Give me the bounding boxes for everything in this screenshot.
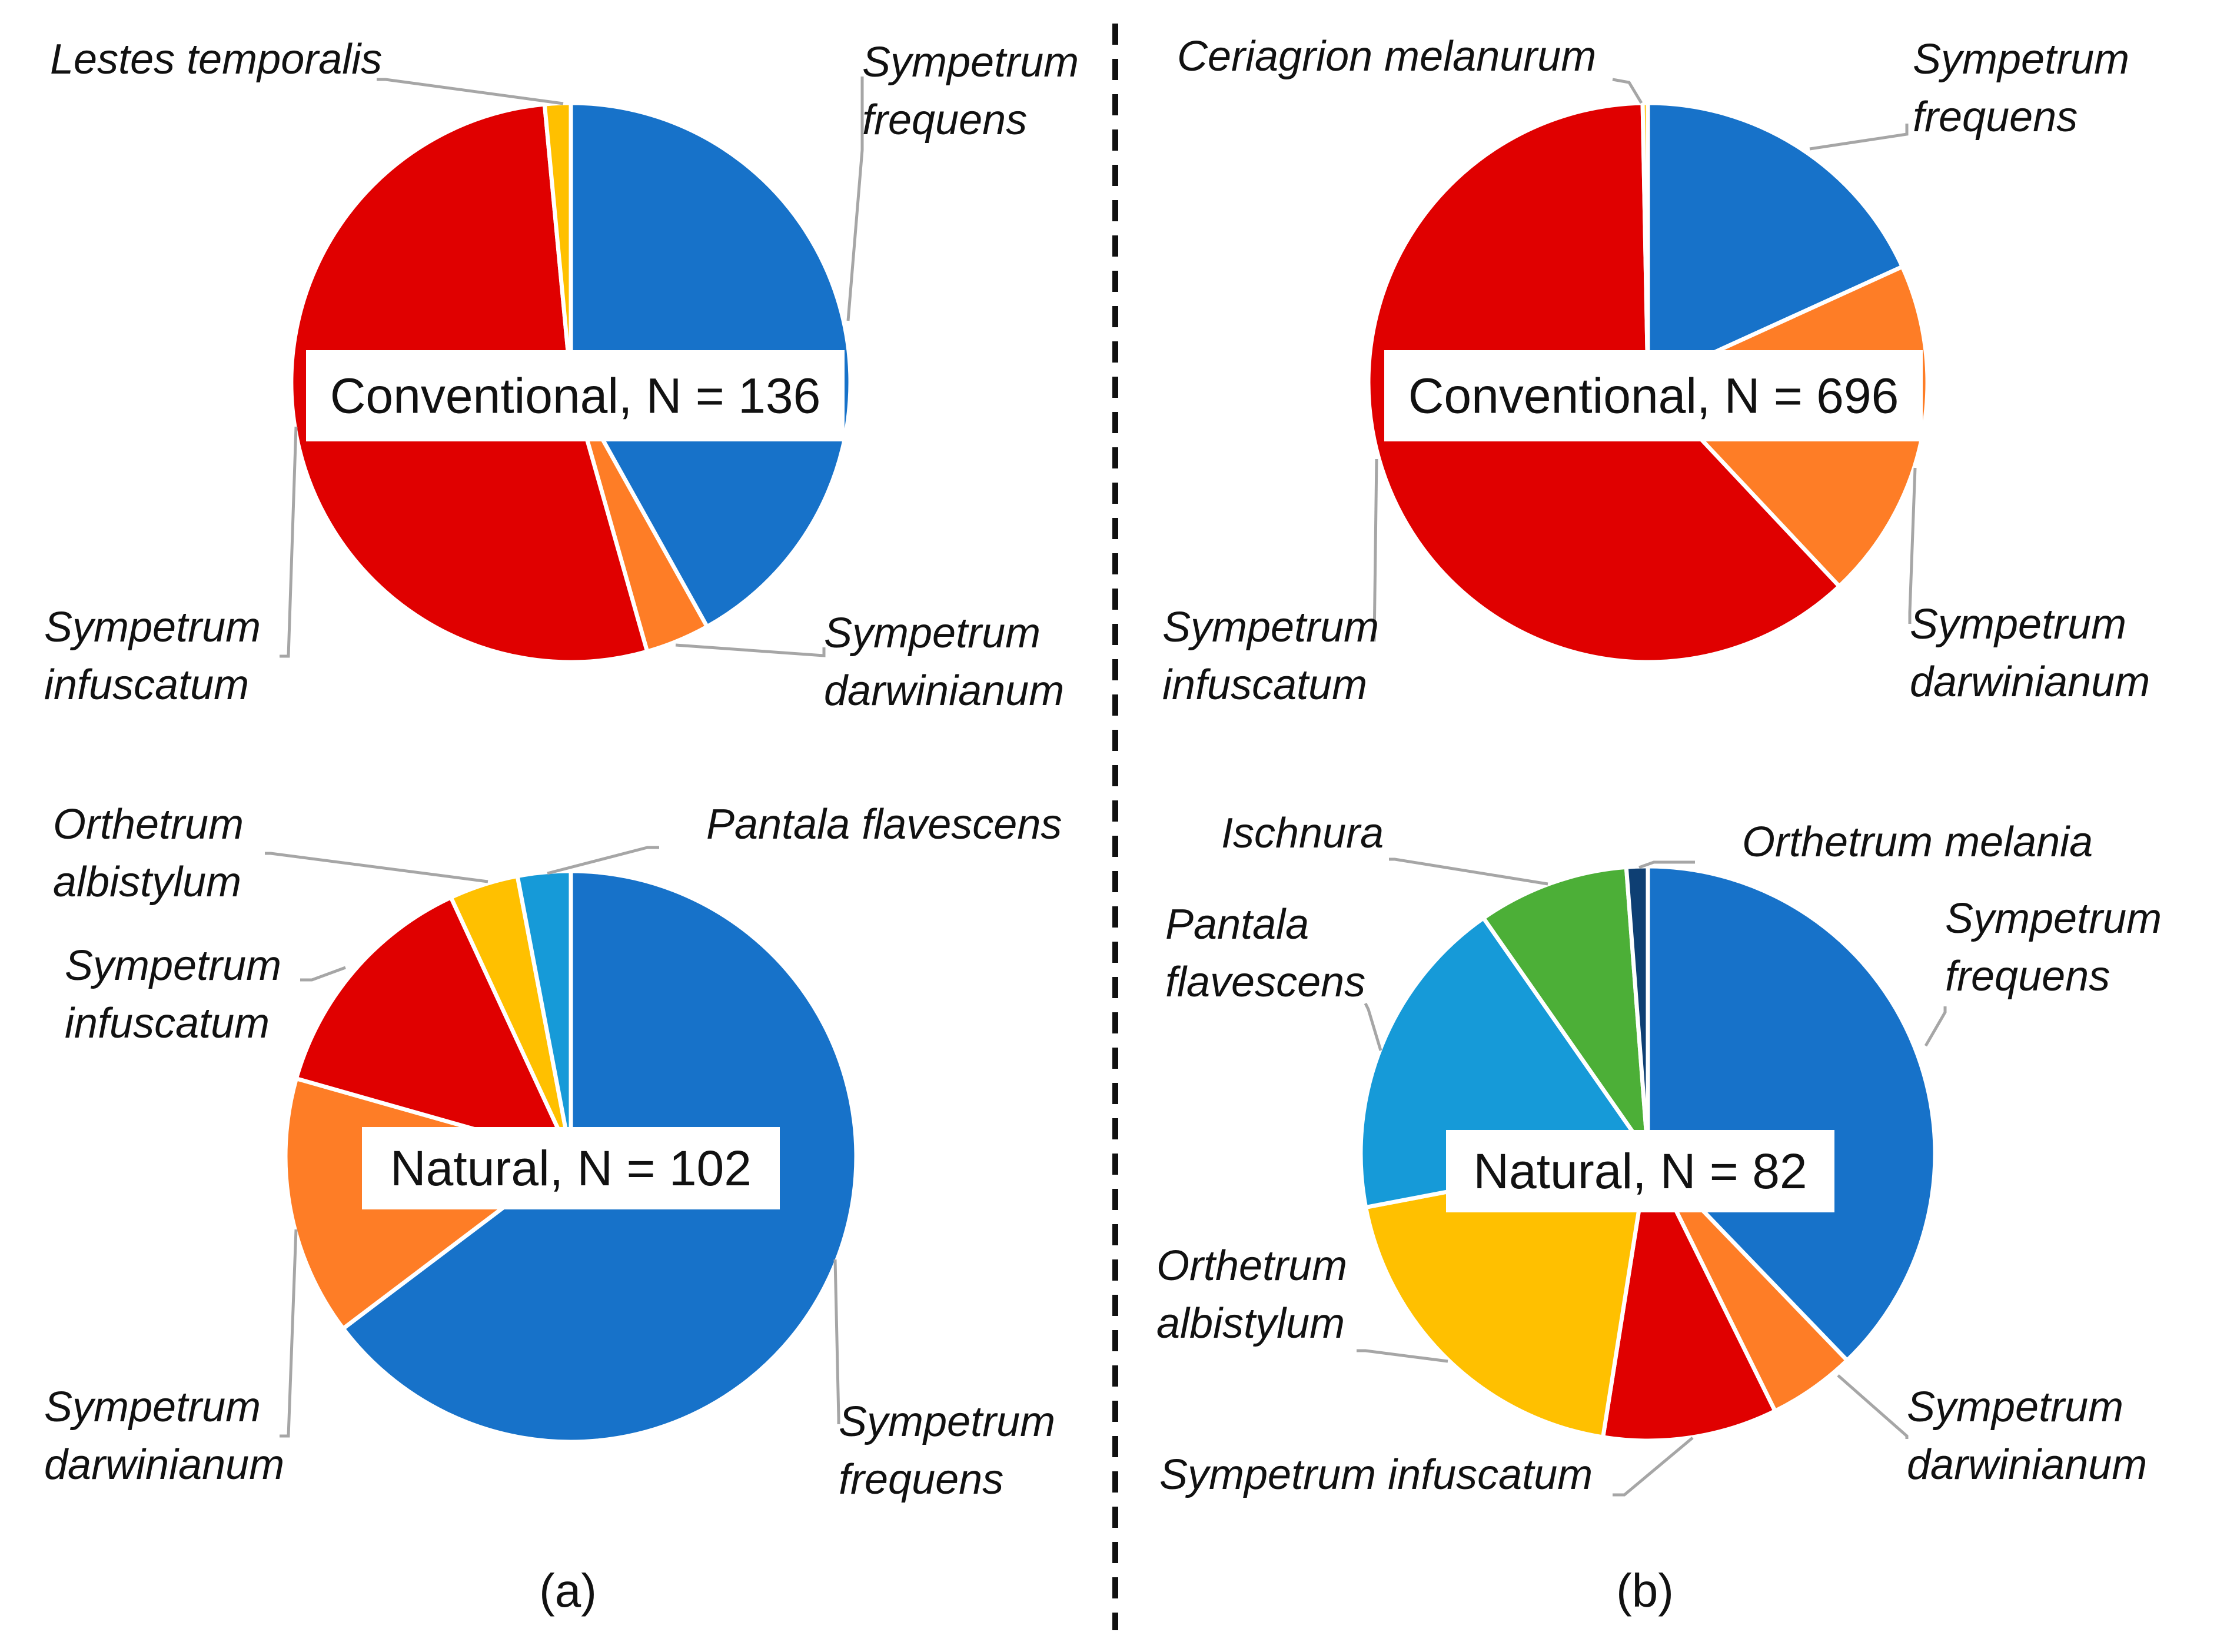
slice-label-sympetrum-darwinianum: Sympetrum darwinianum: [1907, 1384, 2147, 1488]
chart-title-box: [362, 1127, 780, 1209]
pie-slice-orthetrum-melania: [1624, 864, 1650, 1154]
leader-line-sympetrum-infuscatum: [1372, 458, 1378, 642]
pie-chart-4: Sympetrum frequens Sympetrum darwinianum Sym…: [1156, 810, 2162, 1498]
pie-slice-ceriagrion-melanurum: [1640, 101, 1650, 383]
slice-label-sympetrum-infuscatum: Sympetrum infuscatum: [1162, 604, 1379, 709]
slice-label-orthetrum-albistylum: Orthetrum albistylum: [53, 801, 244, 906]
slice-label-pantala-flavescens: Pantala flavescens: [706, 801, 1062, 848]
slice-label-ischnura: Ischnura: [1221, 810, 1384, 857]
slice-label-sympetrum-darwinianum: Sympetrum darwinianum: [824, 610, 1064, 714]
leader-line-ceriagrion-melanurum: [1612, 78, 1643, 104]
leader-line-pantala-flavescens: [547, 846, 659, 875]
leader-line-sympetrum-infuscatum: [280, 426, 298, 658]
pie-chart-3: Sympetrum frequens Sympetrum darwinianum Sym…: [44, 801, 1062, 1503]
leader-line-orthetrum-albistylum: [1357, 1349, 1448, 1363]
slice-label-sympetrum-frequens: Sympetrum frequens: [839, 1398, 1055, 1503]
pie-slice-sympetrum-infuscatum: [294, 895, 575, 1160]
panel-label-b: (b): [1616, 1564, 1674, 1617]
pie-slice-pantala-flavescens: [515, 869, 573, 1157]
chart-title: Conventional, N = 136: [330, 368, 821, 424]
leader-line-sympetrum-frequens: [1809, 124, 1909, 151]
leader-line-orthetrum-melania: [1638, 860, 1695, 869]
slice-label-sympetrum-frequens: Sympetrum frequens: [1913, 36, 2129, 141]
slice-label-sympetrum-infuscatum: Sympetrum infuscatum: [65, 942, 281, 1047]
leader-line-sympetrum-darwinianum: [1837, 1374, 1909, 1439]
slice-label-sympetrum-frequens: Sympetrum frequens: [862, 39, 1079, 144]
leader-line-ischnura: [1389, 857, 1548, 886]
pie-chart-1: Sympetrum frequens Sympetrum darwinianum Sym…: [44, 36, 1079, 714]
leader-line-sympetrum-infuscatum: [1613, 1437, 1694, 1497]
chart-title: Conventional, N = 696: [1408, 368, 1899, 424]
pie-slice-ischnura: [1480, 865, 1651, 1161]
leader-line-sympetrum-frequens: [833, 1259, 840, 1424]
slice-label-sympetrum-infuscatum: Sympetrum infuscatum: [1159, 1451, 1593, 1498]
leader-line-sympetrum-darwinianum: [280, 1229, 298, 1438]
chart-title-box: [306, 350, 845, 441]
pie-slice-orthetrum-albistylum: [1363, 1151, 1651, 1440]
slice-label-sympetrum-darwinianum: Sympetrum darwinianum: [1910, 601, 2150, 706]
leader-line-sympetrum-infuscatum: [300, 966, 346, 982]
chart-title-box: [1384, 350, 1923, 441]
slice-label-pantala-flavescens: Pantala flavescens: [1165, 901, 1365, 1006]
pie-chart-2: Sympetrum frequens Sympetrum darwinianum Sym…: [1162, 33, 2150, 709]
pie-slice-sympetrum-frequens: [1646, 864, 1937, 1364]
leader-line-lestes-temporalis: [377, 78, 564, 105]
slice-label-sympetrum-infuscatum: Sympetrum infuscatum: [44, 604, 261, 709]
chart-title-box: [1446, 1130, 1834, 1212]
leader-line-orthetrum-albistylum: [265, 852, 488, 883]
panel-label-a: (a): [539, 1564, 597, 1617]
leader-line-sympetrum-darwinianum: [1908, 467, 1917, 624]
slice-label-sympetrum-darwinianum: Sympetrum darwinianum: [44, 1384, 284, 1488]
chart-title: Natural, N = 82: [1473, 1144, 1807, 1199]
slice-label-orthetrum-albistylum: Orthetrum albistylum: [1156, 1242, 1347, 1347]
chart-title: Natural, N = 102: [390, 1141, 752, 1196]
leader-line-pantala-flavescens: [1364, 1002, 1382, 1051]
leader-line-sympetrum-frequens: [846, 77, 864, 321]
slice-label-sympetrum-frequens: Sympetrum frequens: [1945, 895, 2162, 1000]
pie-slice-sympetrum-frequens: [1646, 101, 1905, 386]
leader-line-sympetrum-frequens: [1924, 1006, 1947, 1047]
slice-label-ceriagrion-melanurum: Ceriagrion melanurum: [1177, 33, 1596, 80]
slice-label-orthetrum-melania: Orthetrum melania: [1742, 819, 2093, 866]
slice-label-lestes-temporalis: Lestes temporalis: [50, 36, 382, 83]
leader-line-sympetrum-darwinianum: [675, 643, 826, 657]
